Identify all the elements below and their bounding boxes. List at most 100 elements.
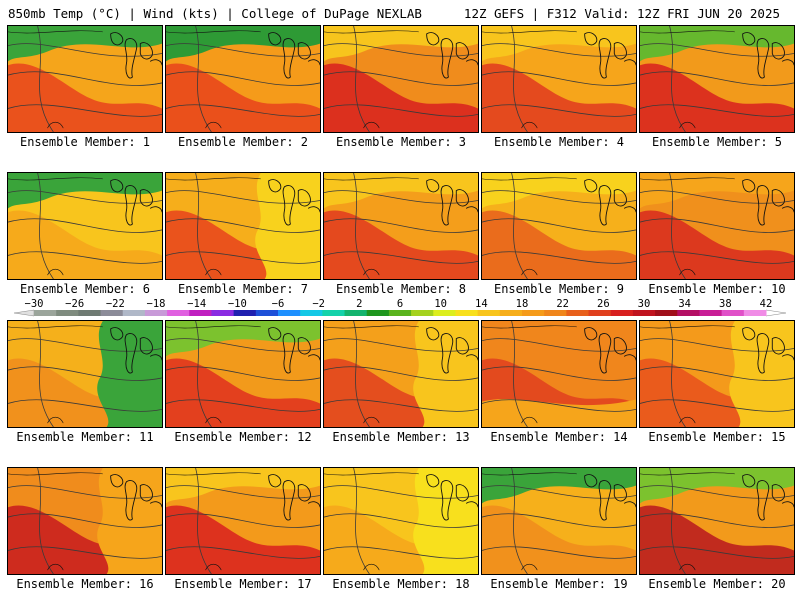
colorbar-right-arrow bbox=[765, 309, 787, 317]
ensemble-member-panel bbox=[639, 320, 795, 428]
height-contour bbox=[166, 546, 320, 559]
great-lakes-outline bbox=[268, 32, 320, 79]
ensemble-member-label: Ensemble Member: 3 bbox=[335, 135, 467, 149]
colorbar-swatch bbox=[455, 310, 479, 316]
cool-region bbox=[166, 468, 320, 504]
ensemble-member-panel bbox=[165, 320, 321, 428]
colorbar-tick-label: −30 bbox=[25, 298, 44, 310]
boundary-outline bbox=[324, 30, 419, 129]
colorbar-tick-label: 6 bbox=[397, 298, 403, 310]
warm-region bbox=[640, 505, 794, 574]
ensemble-member-label: Ensemble Member: 1 bbox=[19, 135, 151, 149]
colorbar-swatch bbox=[743, 310, 767, 316]
colorbar-swatch bbox=[677, 310, 700, 316]
temperature-map bbox=[8, 173, 162, 279]
height-contour bbox=[640, 104, 794, 117]
boundary-outline bbox=[8, 472, 103, 571]
colorbar-tick-label: 26 bbox=[597, 298, 610, 310]
ensemble-member-panel bbox=[481, 467, 637, 575]
boundary-outline bbox=[166, 177, 261, 276]
boundary-outline bbox=[482, 472, 577, 571]
height-contour bbox=[669, 26, 686, 132]
height-contour bbox=[324, 366, 478, 381]
colorbar-tick-label: 38 bbox=[719, 298, 732, 310]
ensemble-member-label: Ensemble Member: 5 bbox=[651, 135, 783, 149]
height-contour bbox=[37, 321, 54, 427]
temperature-map bbox=[8, 468, 162, 574]
boundary-outline bbox=[640, 177, 735, 276]
ensemble-member-panel bbox=[7, 320, 163, 428]
height-contour bbox=[482, 366, 636, 381]
height-contour bbox=[195, 468, 212, 574]
colorbar-tick-label: 22 bbox=[556, 298, 569, 310]
warm-region bbox=[482, 63, 636, 132]
ensemble-member-panel bbox=[481, 25, 637, 133]
temperature-map bbox=[482, 26, 636, 132]
height-contour bbox=[166, 399, 320, 412]
cool-region bbox=[729, 321, 794, 427]
great-lakes-outline bbox=[742, 474, 794, 521]
ensemble-member-panel bbox=[7, 467, 163, 575]
height-contour bbox=[511, 173, 528, 279]
colorbar-tick-label: 2 bbox=[356, 298, 362, 310]
cool-region bbox=[97, 321, 162, 427]
ensemble-member-panel bbox=[323, 467, 479, 575]
boundary-outline bbox=[8, 30, 103, 129]
height-contour bbox=[482, 251, 636, 264]
colorbar-swatch bbox=[122, 310, 146, 316]
colorbar-swatch bbox=[322, 310, 346, 316]
colorbar-tick-label: 34 bbox=[678, 298, 691, 310]
colorbar-swatch bbox=[278, 310, 301, 316]
colorbar-tick-label: −18 bbox=[147, 298, 166, 310]
height-contour bbox=[37, 173, 54, 279]
cool-region bbox=[413, 321, 478, 427]
height-contour bbox=[195, 26, 212, 132]
great-lakes-outline bbox=[584, 474, 636, 521]
cool-region bbox=[482, 468, 636, 504]
height-contour bbox=[37, 468, 54, 574]
height-contour bbox=[8, 218, 162, 233]
colorbar-tick-label: 18 bbox=[516, 298, 529, 310]
ensemble-member-label: Ensemble Member: 14 bbox=[490, 430, 628, 444]
colorbar-tick-label: 10 bbox=[434, 298, 447, 310]
height-contour bbox=[8, 366, 162, 381]
ensemble-member-panel bbox=[323, 172, 479, 280]
temperature-map bbox=[482, 321, 636, 427]
boundary-outline bbox=[482, 30, 577, 129]
height-contour bbox=[8, 43, 162, 57]
colorbar-swatch bbox=[522, 310, 545, 316]
height-contour bbox=[166, 104, 320, 117]
height-contour bbox=[482, 218, 636, 233]
temperature-map bbox=[324, 173, 478, 279]
colorbar-swatch bbox=[610, 310, 634, 316]
ensemble-member-label: Ensemble Member: 8 bbox=[335, 282, 467, 296]
ensemble-member-panel bbox=[323, 320, 479, 428]
height-contour bbox=[640, 251, 794, 264]
colorbar-swatch bbox=[255, 310, 279, 316]
height-contour bbox=[511, 321, 528, 427]
warm-region bbox=[324, 63, 478, 132]
great-lakes-outline bbox=[268, 327, 320, 374]
colorbar-tick-label: −14 bbox=[187, 298, 206, 310]
boundary-outline bbox=[166, 30, 261, 129]
height-contour bbox=[8, 485, 162, 499]
colorbar-tick-label: −26 bbox=[65, 298, 84, 310]
height-contour bbox=[482, 513, 636, 528]
height-contour bbox=[166, 218, 320, 233]
boundary-outline bbox=[166, 472, 261, 571]
height-contour bbox=[482, 546, 636, 559]
warm-region bbox=[166, 505, 320, 574]
temperature-map bbox=[640, 173, 794, 279]
ensemble-member-label: Ensemble Member: 15 bbox=[648, 430, 786, 444]
temperature-map bbox=[166, 26, 320, 132]
boundary-outline bbox=[640, 472, 735, 571]
cool-region bbox=[166, 26, 320, 62]
ensemble-member-label: Ensemble Member: 19 bbox=[490, 577, 628, 591]
boundary-outline bbox=[482, 177, 577, 276]
colorbar-swatch bbox=[566, 310, 590, 316]
height-contour bbox=[511, 468, 528, 574]
colorbar-swatch bbox=[167, 310, 190, 316]
ensemble-member-panel bbox=[323, 25, 479, 133]
height-contour bbox=[482, 399, 636, 412]
temperature-map bbox=[482, 173, 636, 279]
